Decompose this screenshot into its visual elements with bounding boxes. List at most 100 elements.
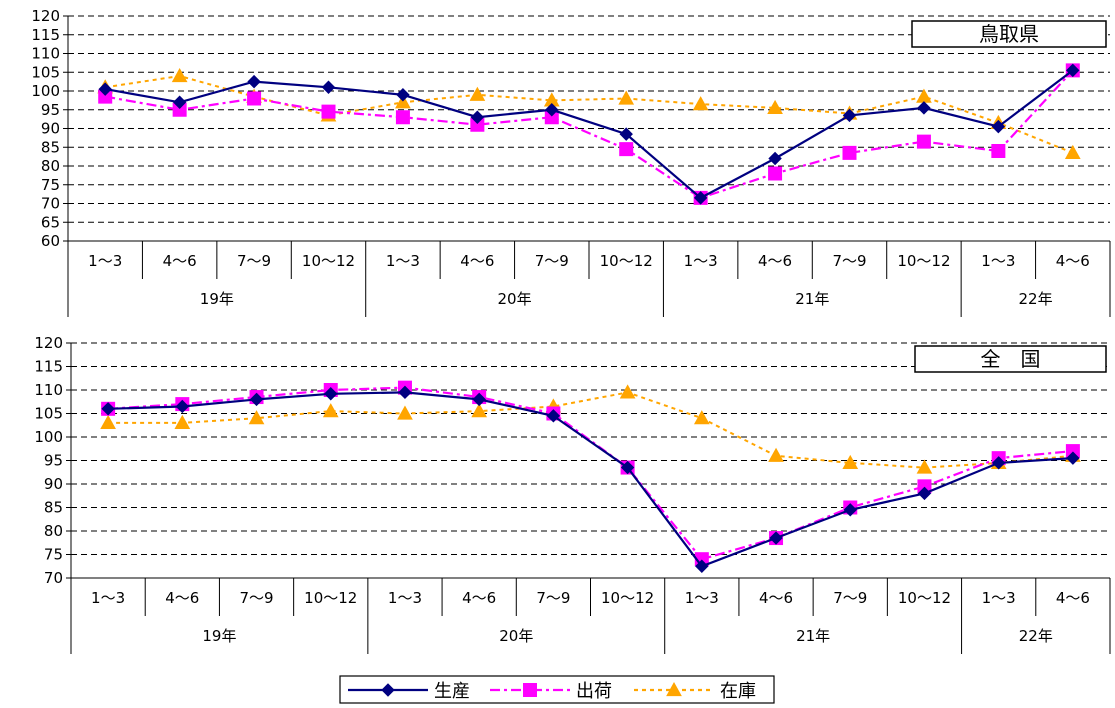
y-tick-label: 60 — [41, 232, 60, 250]
data-point-square — [842, 145, 857, 160]
data-point-triangle — [397, 405, 413, 420]
x-tick-label: 10～12 — [302, 252, 355, 270]
data-point-diamond — [101, 402, 115, 416]
data-point-diamond — [991, 456, 1006, 470]
data-point-triangle — [174, 414, 191, 429]
legend: 生産 出荷 在庫 — [339, 675, 775, 704]
x-tick-label: 4～6 — [1056, 252, 1090, 270]
data-point-diamond — [321, 80, 336, 94]
y-tick-label: 80 — [44, 522, 63, 540]
y-tick-label: 100 — [31, 82, 60, 100]
data-point-diamond — [620, 460, 635, 475]
x-tick-label: 1～3 — [386, 252, 420, 270]
data-point-diamond — [545, 103, 559, 117]
x-tick-label: 1～3 — [684, 252, 718, 270]
data-point-diamond — [917, 101, 931, 115]
data-point-diamond — [324, 387, 338, 401]
data-point-diamond — [396, 88, 410, 102]
region-badge — [914, 345, 1107, 373]
data-point-diamond — [247, 74, 261, 89]
y-tick-label: 95 — [41, 101, 60, 119]
data-point-triangle — [693, 410, 710, 425]
data-point-diamond — [768, 151, 782, 166]
legend-marker-square — [523, 683, 537, 697]
x-tick-label: 4～6 — [759, 589, 793, 607]
data-point-square — [619, 142, 634, 157]
series-line-square — [105, 69, 1074, 200]
x-tick-label: 4～6 — [1056, 589, 1090, 607]
data-point-square — [916, 134, 931, 149]
data-point-diamond — [546, 409, 561, 423]
legend-label: 在庫 — [720, 681, 756, 702]
year-label: 19年 — [202, 627, 236, 645]
year-label: 22年 — [1019, 627, 1053, 645]
data-point-diamond — [619, 127, 633, 141]
y-tick-label: 95 — [44, 452, 63, 470]
year-label: 21年 — [795, 290, 829, 308]
data-point-triangle — [322, 403, 339, 418]
data-point-diamond — [249, 392, 264, 407]
x-tick-label: 10～12 — [601, 589, 654, 607]
data-point-triangle — [768, 447, 784, 462]
legend-marker-triangle — [666, 681, 682, 697]
data-point-diamond — [842, 108, 857, 123]
y-tick-label: 110 — [34, 381, 63, 399]
y-tick-label: 120 — [31, 7, 60, 25]
data-point-diamond — [398, 385, 412, 400]
data-point-triangle — [842, 454, 859, 469]
y-tick-label: 90 — [44, 475, 63, 493]
data-point-triangle — [100, 414, 116, 429]
data-point-diamond — [917, 486, 932, 501]
data-point-triangle — [767, 99, 783, 114]
data-point-triangle — [619, 384, 636, 399]
data-point-triangle — [916, 459, 933, 474]
x-tick-label: 10～12 — [600, 252, 653, 270]
x-tick-label: 4～6 — [163, 252, 197, 270]
data-point-triangle — [618, 90, 635, 105]
x-tick-label: 7～9 — [239, 589, 273, 607]
data-point-square — [768, 166, 783, 181]
chart-panel-2: 70 75 80 85 90 95 100 105 110 115 120 1～3 4～6 7～9 10～1… — [34, 334, 1111, 654]
data-point-diamond — [991, 119, 1006, 134]
x-tick-label: 7～9 — [536, 589, 570, 607]
data-point-triangle — [171, 67, 188, 83]
y-tick-label: 115 — [31, 26, 60, 44]
y-tick-label: 105 — [31, 63, 60, 81]
data-point-diamond — [769, 531, 783, 545]
data-point-triangle — [692, 96, 709, 111]
x-tick-label: 1～3 — [88, 252, 122, 270]
data-point-square — [321, 104, 336, 119]
x-tick-label: 1～3 — [981, 252, 1015, 270]
data-point-diamond — [1066, 63, 1080, 78]
data-point-diamond — [1066, 451, 1080, 465]
series-line-diamond — [105, 69, 1074, 200]
region-label: 鳥取県 — [979, 22, 1039, 46]
x-tick-label: 4～6 — [165, 589, 199, 607]
data-point-square — [247, 91, 262, 106]
x-tick-label: 7～9 — [535, 252, 569, 270]
data-point-diamond — [693, 191, 708, 205]
y-tick-label: 70 — [41, 195, 60, 213]
year-label: 19年 — [200, 290, 234, 308]
series-line-triangle — [105, 74, 1074, 154]
x-tick-label: 1～3 — [388, 589, 422, 607]
x-tick-label: 10～12 — [897, 252, 950, 270]
y-tick-label: 105 — [34, 405, 63, 423]
data-point-diamond — [470, 110, 485, 124]
y-tick-label: 70 — [44, 569, 63, 587]
y-tick-label: 85 — [41, 138, 60, 156]
region-label: 全 国 — [981, 347, 1041, 371]
series-line-square — [108, 386, 1074, 561]
data-point-diamond — [695, 559, 709, 573]
data-point-triangle — [1064, 144, 1081, 159]
y-tick-label: 75 — [41, 176, 60, 194]
series-line-diamond — [108, 391, 1073, 568]
x-tick-label: 7～9 — [237, 252, 271, 270]
y-tick-label: 120 — [34, 334, 63, 352]
year-label: 21年 — [796, 627, 830, 645]
data-point-square — [395, 110, 410, 125]
x-tick-label: 4～6 — [462, 589, 496, 607]
y-tick-label: 85 — [44, 499, 63, 517]
